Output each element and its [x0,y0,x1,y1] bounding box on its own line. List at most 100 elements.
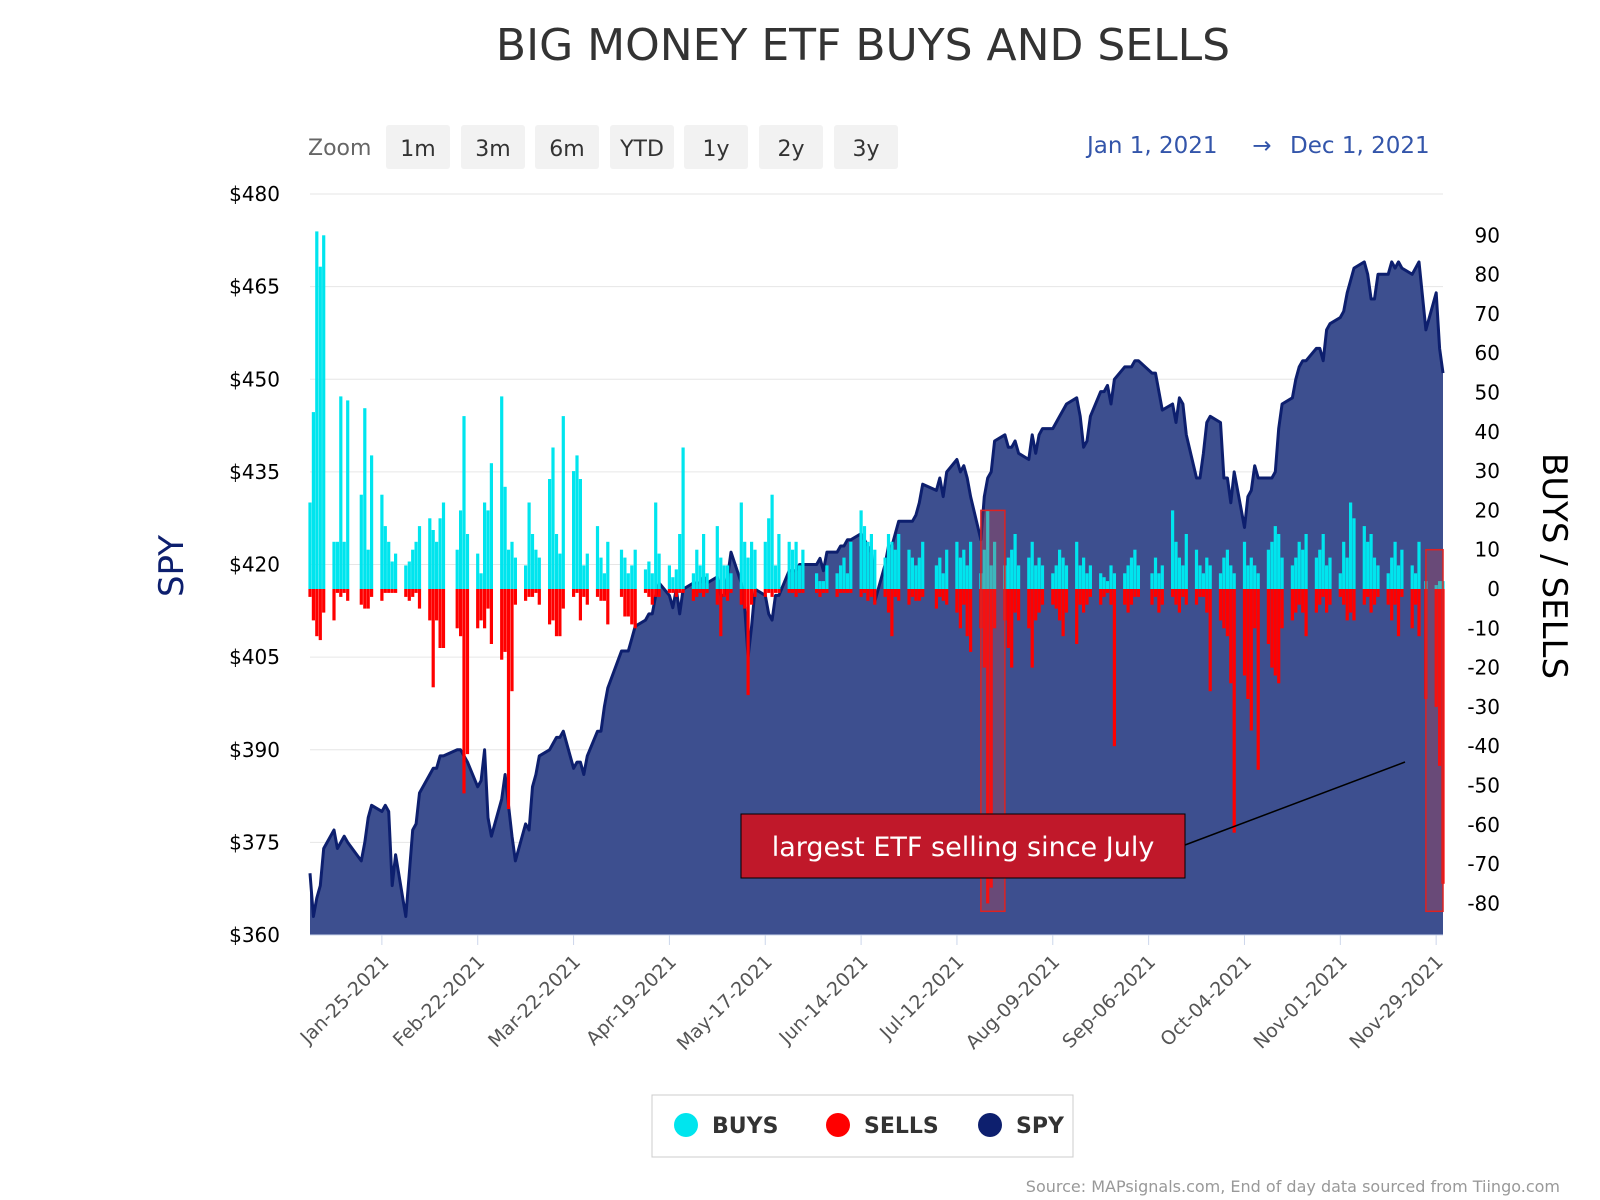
buys-bar [910,557,914,589]
sells-bar [1208,589,1212,692]
buys-bar [633,549,637,589]
sells-bar [486,589,490,609]
buys-bar [1150,573,1154,589]
buys-bar [346,400,350,589]
buys-bar [606,541,610,589]
buys-bar [311,412,315,589]
sells-bar [845,589,849,593]
buys-bar [1174,541,1178,589]
sells-bar [527,589,531,597]
sells-bar [886,589,891,613]
sells-bar [1318,589,1322,605]
buys-bar [1109,565,1113,589]
sells-bar [1352,589,1356,621]
zoom-button-ytd[interactable]: YTD [610,125,674,169]
range-from-date[interactable]: Jan 1, 2021 [1085,133,1218,159]
zoom-button-2y[interactable]: 2y [759,125,823,169]
legend-item-spy[interactable]: SPY [978,1113,1065,1139]
sells-bar [602,589,606,601]
sells-bar [917,589,921,601]
sells-bar [719,589,723,637]
sells-bar [1349,589,1353,613]
buys-bar [917,557,921,589]
sells-bar [383,589,387,593]
sells-bar [342,589,346,593]
buys-bar [1194,549,1199,589]
buys-bar [1328,557,1332,589]
buys-bar [417,526,422,589]
legend-item-buys[interactable]: BUYS [674,1113,778,1139]
sells-bar [524,589,528,601]
buys-bar [575,455,579,589]
buys-bar [1417,541,1421,589]
buys-bar [839,565,843,589]
buys-bar [1208,565,1212,589]
sells-bar [1109,589,1113,605]
sells-bar [965,589,969,637]
sells-bar [1266,589,1270,644]
sells-bar [753,589,757,597]
sells-bar [821,589,825,593]
buys-bar [1304,534,1308,589]
sells-bar [626,589,630,617]
sells-bar [1075,589,1079,644]
buys-bar [506,549,511,589]
zoom-button-1m[interactable]: 1m [386,125,450,169]
sells-bar [866,589,870,601]
x-tick-label: Jul-12-2021 [875,951,968,1044]
buys-bar [438,518,442,589]
sells-bar [318,589,322,641]
sells-bar [1390,589,1394,621]
zoom-button-bg [834,125,898,169]
sells-bar [962,589,966,605]
sells-bar [380,589,384,601]
buys-bar [1105,581,1110,589]
buys-bar [1290,565,1294,589]
buys-bar [1242,541,1247,589]
sells-bar [548,589,552,625]
buys-bar [678,534,682,589]
sells-bar [986,589,990,904]
buys-bar [1396,565,1401,589]
buys-bar [548,479,552,589]
sells-bar [572,589,576,597]
buys-bar [941,573,945,589]
sells-bar [969,589,973,652]
buys-bar [510,541,514,589]
x-tick-label: Jan-25-2021 [295,951,393,1049]
buys-bar [1338,573,1342,589]
sells-bar [869,589,873,597]
buys-bar [1294,557,1298,589]
sells-bar [1160,589,1164,605]
zoom-button-label: 6m [549,137,584,162]
sells-bar [404,589,408,597]
buys-bar [1184,534,1188,589]
buys-bar [1253,565,1257,589]
sells-bar [506,589,511,810]
buys-bar [1372,557,1377,589]
buys-bar [1345,557,1349,589]
buys-bar [1171,510,1175,589]
buys-bar [1102,577,1106,589]
sells-bar [777,589,781,593]
legend-item-sells[interactable]: SELLS [826,1113,939,1139]
sells-bar [575,589,579,593]
zoom-button-3y[interactable]: 3y [834,125,898,169]
buys-bar [537,557,541,589]
buys-bar [1249,557,1253,589]
range-to-date[interactable]: Dec 1, 2021 [1290,133,1430,159]
sells-bar [595,589,600,597]
zoom-button-6m[interactable]: 6m [535,125,599,169]
sells-bar [767,589,771,593]
x-tick-label: Sep-06-2021 [1058,951,1160,1053]
zoom-button-bg [386,125,450,169]
buys-bar [643,569,648,589]
legend-items: BUYS SELLS SPY [674,1113,1065,1139]
zoom-button-3m[interactable]: 3m [461,125,525,169]
sells-bar [678,589,682,593]
sells-bar [1410,589,1414,629]
sells-bar [674,589,678,597]
zoom-button-1y[interactable]: 1y [684,125,748,169]
buys-bar [513,557,517,589]
sells-bar [1123,589,1127,605]
